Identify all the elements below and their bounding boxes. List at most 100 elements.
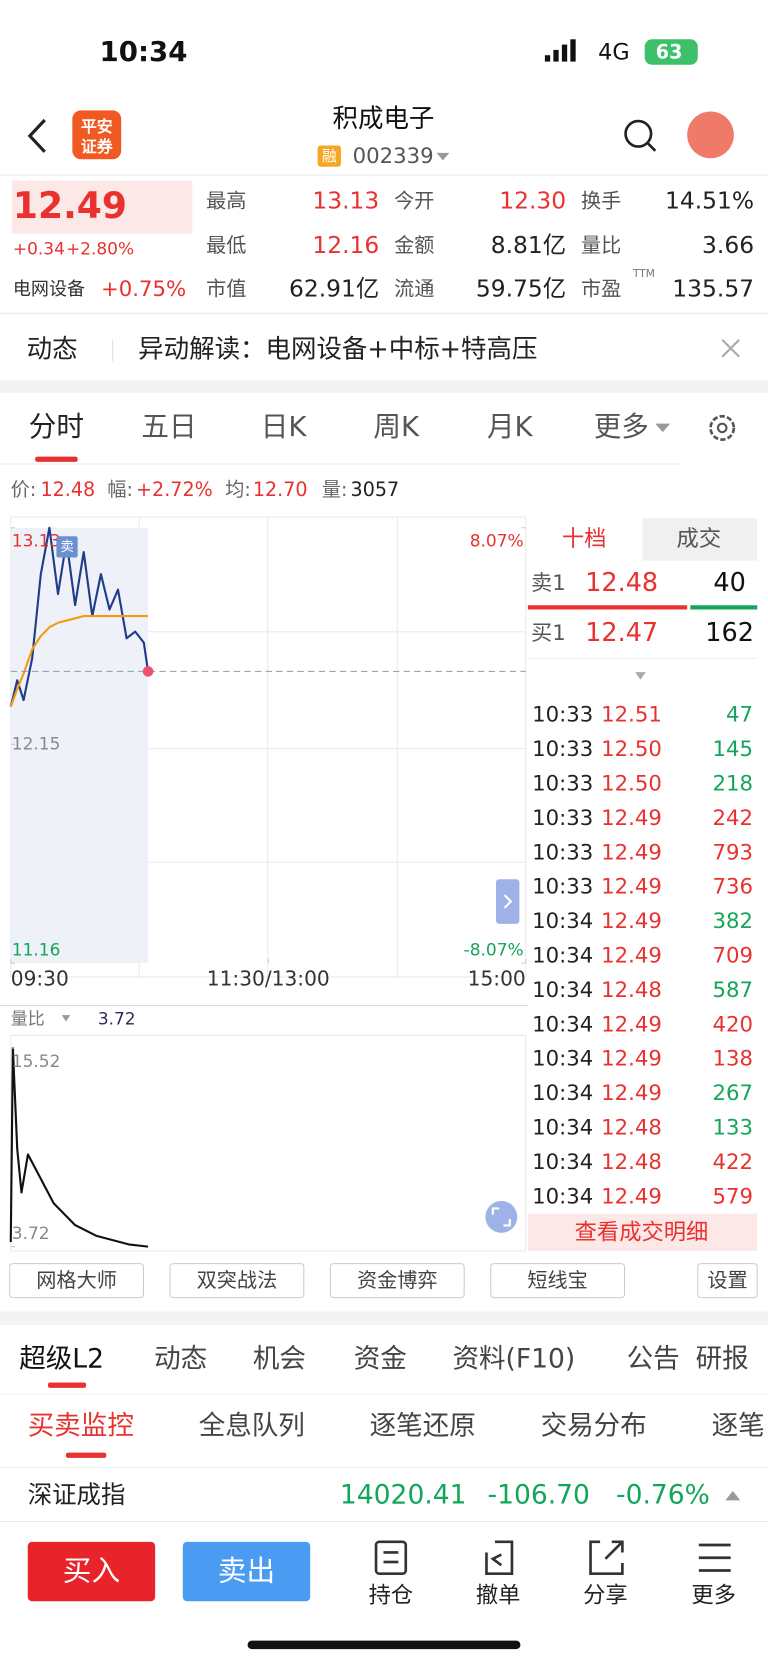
expand-trades[interactable] [635,672,646,680]
action-label[interactable]: 更多 [691,1582,736,1608]
trade-time: 10:33 [532,840,593,865]
trade-volume: 422 [712,1150,753,1175]
info-label: 量: [322,478,348,501]
stat-label: 流通 [394,276,434,300]
tab-underline [35,456,78,462]
stat-label: 换手 [581,188,621,212]
section-tab[interactable]: 超级L2 [19,1344,104,1375]
trade-price: 12.49 [601,944,662,969]
trade-price: 12.49 [601,1184,662,1209]
stat-value: 8.81亿 [491,231,566,259]
stat-label: 市盈 [581,276,621,300]
x-tick-label: 15:00 [468,967,526,991]
level-label: 买1 [531,621,566,646]
stat-value: 14.51% [665,186,754,214]
more-dropdown[interactable] [655,423,671,433]
tool-button[interactable] [329,1263,465,1299]
monitor-tab[interactable]: 逐笔 [712,1411,765,1442]
monitor-tab[interactable]: 逐笔还原 [370,1411,476,1442]
tool-button[interactable] [697,1263,758,1299]
settings-button[interactable] [709,414,736,441]
tool-label[interactable]: 短线宝 [527,1268,587,1292]
x-tick-label: 11:30/13:00 [207,967,330,991]
close-button[interactable] [721,339,740,358]
monitor-tab[interactable]: 交易分布 [541,1411,647,1442]
section-tab[interactable]: 资金 [354,1344,407,1375]
chart-tab[interactable]: 分时 [29,410,84,443]
chart-tab[interactable]: 五日 [141,410,196,443]
stat-value: 12.30 [499,186,566,214]
level-volume: 40 [713,568,745,598]
last-price: 12.49 [13,184,127,227]
trade-price: 12.48 [601,1116,662,1141]
trade-price: 12.48 [601,978,662,1003]
monitor-tab[interactable]: 买卖监控 [28,1411,134,1442]
book-tab[interactable]: 成交 [677,526,722,552]
tool-label[interactable]: 网格大师 [36,1268,117,1292]
monitor-tab[interactable]: 全息队列 [199,1411,305,1442]
news-text[interactable]: 异动解读：电网设备+中标+特高压 [138,334,537,364]
y-tick-label: 11.16 [12,940,61,960]
section-tab[interactable]: 公告 [627,1344,680,1375]
action-label[interactable]: 撤单 [476,1582,521,1608]
stock-code: 002339 [353,144,434,169]
chart-tab[interactable]: 日K [261,410,308,443]
y-tick-label: 3.72 [12,1224,50,1244]
sell-button[interactable] [182,1541,311,1602]
y-tick-label: 12.15 [12,734,61,754]
section-tab[interactable]: 机会 [253,1344,306,1375]
sell-label[interactable]: 卖出 [218,1554,275,1588]
trade-time: 10:33 [532,806,593,831]
code-dropdown[interactable] [436,152,450,161]
signal-icon [544,39,576,62]
index-toggle[interactable] [725,1490,741,1501]
action-label[interactable]: 持仓 [369,1582,414,1608]
section-tab[interactable]: 动态 [154,1344,207,1375]
trade-time: 10:34 [532,1081,593,1106]
trade-detail-link[interactable]: 查看成交明细 [575,1219,709,1245]
avatar[interactable] [687,111,734,159]
tool-button[interactable] [9,1263,145,1299]
tab-inactive[interactable] [642,518,758,561]
trade-marker [56,536,78,558]
stock-name: 积成电子 [333,104,435,134]
buy-label[interactable]: 买入 [63,1554,120,1588]
trade-price: 12.50 [601,772,662,797]
tab-underline [65,1452,107,1458]
trade-volume: 709 [712,944,753,969]
chart-tab[interactable]: 月K [487,410,534,443]
ratio-dropdown[interactable] [61,1015,71,1022]
level-label: 卖1 [531,571,566,596]
trade-volume: 579 [712,1184,753,1209]
book-tab[interactable]: 十档 [562,526,607,552]
fullscreen-button[interactable] [485,1200,518,1233]
index-value: 14020.41 [340,1480,467,1511]
trade-time: 10:34 [532,978,593,1003]
trade-price: 12.49 [601,1012,662,1037]
trade-volume: 587 [712,978,753,1003]
trade-time: 10:33 [532,737,593,762]
detail-link-bg[interactable] [527,1213,758,1251]
buy-button[interactable] [27,1541,156,1602]
trade-price: 12.49 [601,840,662,865]
chart-tab[interactable]: 更多 [594,410,649,443]
tool-label[interactable]: 设置 [707,1268,747,1292]
network-type: 4G [598,40,629,66]
search-button[interactable] [624,119,657,152]
expand-arrow[interactable] [496,879,520,924]
tool-button[interactable] [490,1263,626,1299]
tool-label[interactable]: 双突战法 [197,1268,278,1292]
news-tag: 动态 [27,334,78,364]
section-tab[interactable]: 研报 [696,1344,749,1375]
back-button[interactable] [27,118,46,153]
logo-text: 平安 [81,117,113,136]
trade-price: 12.49 [601,806,662,831]
info-value: 12.48 [40,478,95,501]
tool-button[interactable] [169,1263,305,1299]
tool-label[interactable]: 资金博弈 [357,1268,438,1292]
chart-tab[interactable]: 周K [373,410,420,443]
info-value: 3057 [351,478,400,501]
action-label[interactable]: 分享 [583,1582,628,1608]
section-tab[interactable]: 资料(F10) [452,1344,575,1375]
indicator-name[interactable]: 量比 [11,1009,45,1029]
